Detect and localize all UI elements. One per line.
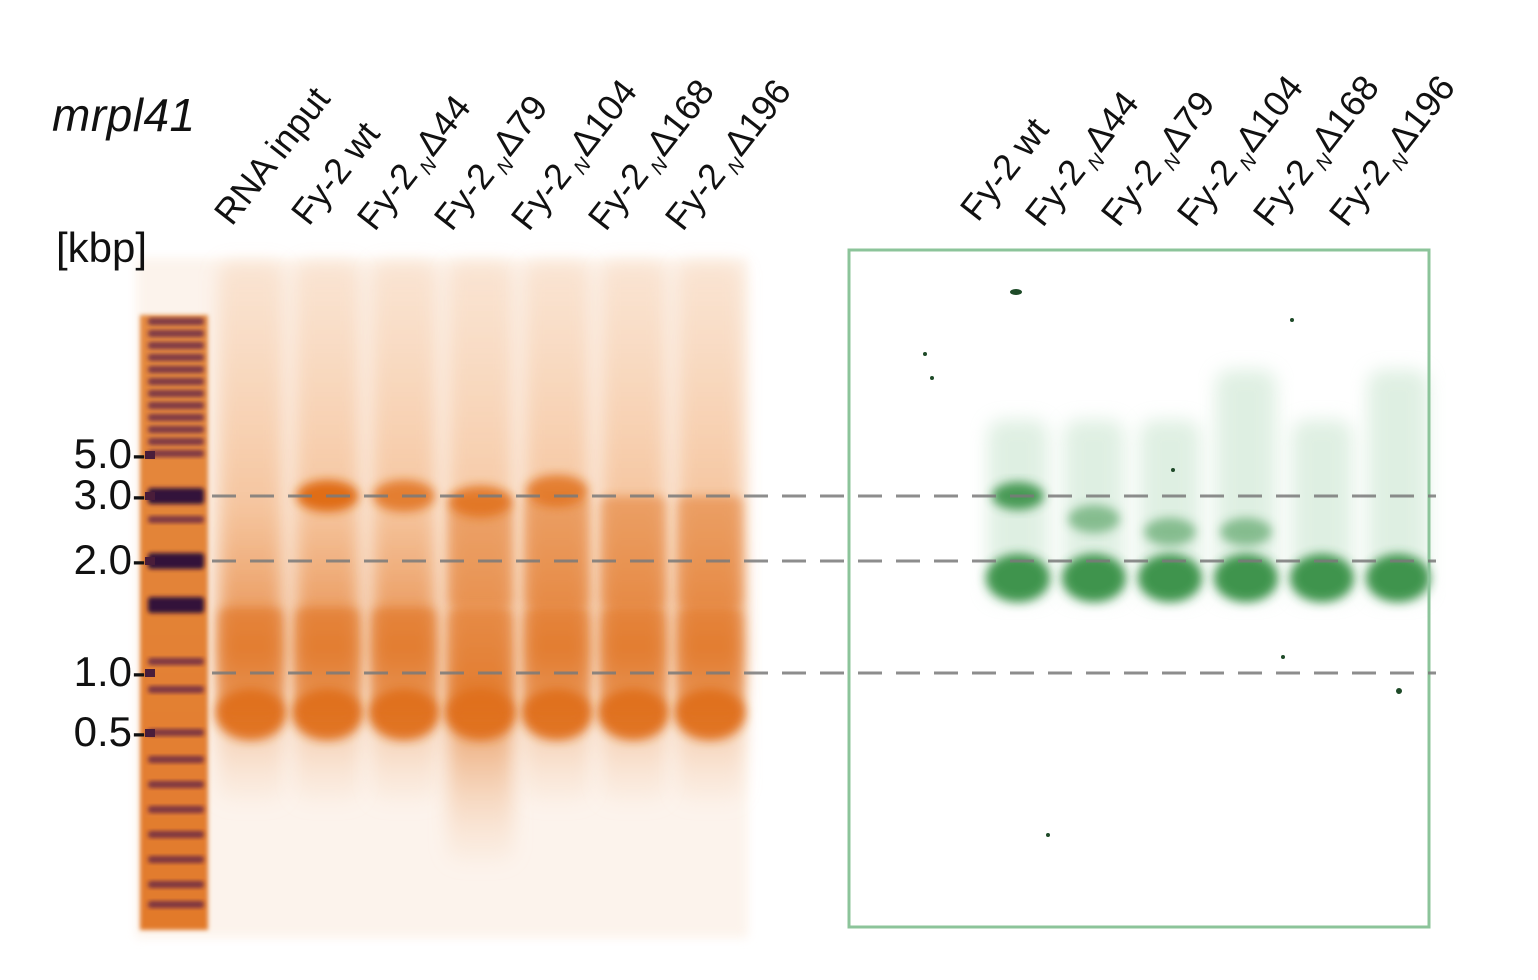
ladder-band: [148, 330, 204, 337]
specks: [923, 289, 1402, 837]
ladder-band: [148, 881, 204, 888]
ladder-band: [148, 414, 204, 421]
ladder-tick: [145, 729, 155, 737]
size-label: 0.5-: [73, 708, 146, 755]
ladder-band: [148, 781, 204, 788]
left-lane-6: [598, 262, 669, 802]
right-lane-6: [1366, 370, 1430, 603]
ladder-tick: [145, 669, 155, 677]
ladder-band: [148, 756, 204, 763]
left-lane-2: [292, 262, 363, 802]
ladder-band: [148, 318, 204, 325]
reference-lines: [212, 494, 1436, 675]
right-lane-5: [1290, 420, 1354, 603]
gene-name: mrpl41: [52, 89, 196, 141]
ladder-band: [148, 390, 204, 397]
ladder-band: [148, 658, 204, 665]
left-lane-5: [522, 262, 592, 802]
right-lane-1: [986, 420, 1050, 603]
ladder-band: [148, 831, 204, 838]
ladder-band: [148, 366, 204, 373]
size-unit-label: [kbp]: [56, 224, 148, 271]
ladder-band: [148, 342, 204, 349]
right-gel: [847, 248, 1431, 929]
ladder-band: [148, 597, 204, 613]
size-label: 3.0-: [73, 471, 146, 518]
ladder-band: [148, 402, 204, 409]
ladder-band: [148, 426, 204, 433]
ladder-band: [148, 806, 204, 813]
ladder-band: [148, 354, 204, 361]
ladder-lane: [140, 315, 208, 930]
left-lane-3: [369, 262, 439, 802]
ladder-band: [148, 901, 204, 908]
left-lane-1: [216, 262, 286, 802]
size-label: 5.0-: [73, 430, 146, 477]
left-gel: [136, 258, 748, 938]
ladder-band: [148, 729, 204, 736]
ladder-band: [148, 686, 204, 693]
ladder-band: [148, 450, 204, 457]
right-lane-3: [1138, 420, 1202, 603]
ladder-band: [148, 516, 204, 523]
right-lane-4: [1214, 370, 1278, 603]
left-lane-7: [675, 262, 745, 802]
ladder-band: [148, 553, 204, 569]
ladder-ticks: [145, 451, 155, 737]
ladder-tick: [145, 557, 155, 565]
ladder-band: [148, 378, 204, 385]
size-label: 1.0-: [73, 648, 146, 695]
ladder-band: [148, 488, 204, 504]
right-lane-2: [1062, 420, 1126, 603]
size-label: 2.0-: [73, 536, 146, 583]
ladder-band: [148, 856, 204, 863]
ladder-tick: [145, 492, 155, 500]
ladder-band: [148, 438, 204, 445]
ladder-tick: [145, 451, 155, 459]
right-gel-frame: [847, 248, 1431, 929]
